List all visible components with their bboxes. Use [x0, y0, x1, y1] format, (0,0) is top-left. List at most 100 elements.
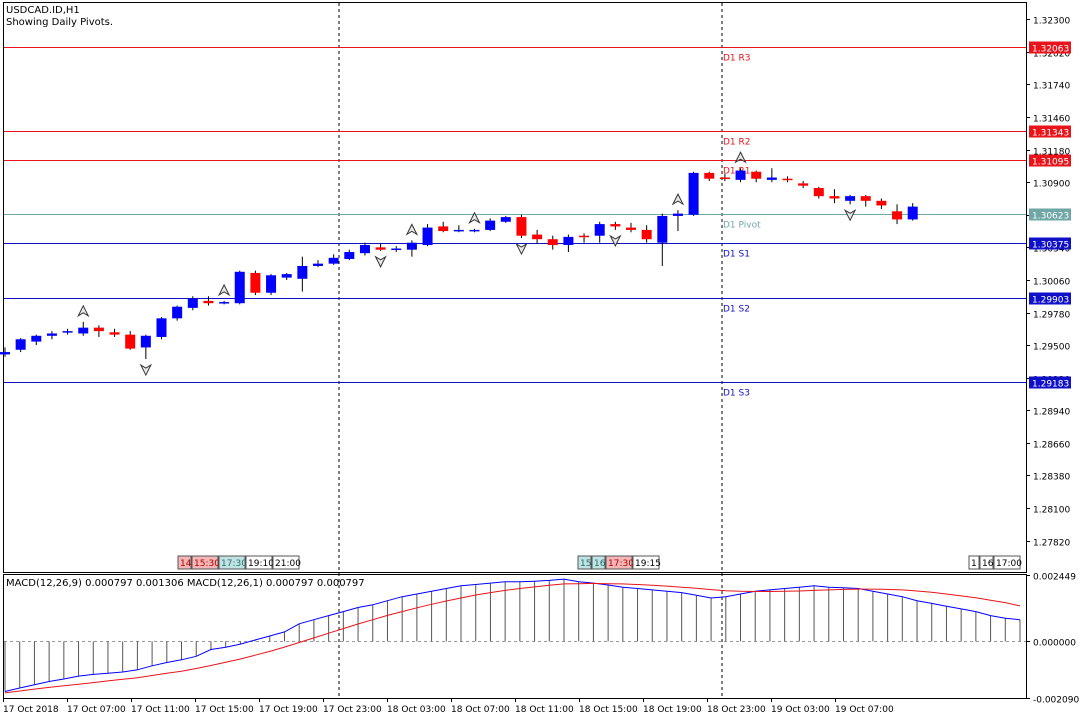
time-marker-group: 15: 16: 17:30 19:15 — [577, 555, 661, 570]
candle — [187, 296, 198, 311]
fractal-down-icon — [515, 242, 528, 256]
time-marker-label: 17:30 — [608, 559, 634, 569]
candle — [751, 170, 762, 183]
candle — [579, 233, 590, 243]
svg-text:1.30375: 1.30375 — [1032, 241, 1069, 251]
fractal-up-icon — [405, 223, 419, 236]
time-marker-label: 16: — [982, 559, 996, 569]
pivot-price-tag: 1.31095 — [1029, 154, 1071, 168]
candle — [735, 168, 746, 183]
candle — [594, 221, 605, 243]
candle — [860, 194, 871, 207]
candle — [782, 176, 793, 183]
candle — [641, 225, 652, 243]
price-tick-label: 1.28380 — [1033, 473, 1070, 483]
candle — [140, 334, 151, 360]
candle — [626, 222, 636, 233]
time-tick-label: 18 Oct 11:00 — [515, 705, 574, 715]
candle — [125, 331, 136, 350]
candle — [563, 234, 574, 253]
time-tick-label: 17 Oct 23:00 — [323, 705, 382, 715]
time-tick-label: 19 Oct 07:00 — [835, 705, 894, 715]
candle — [391, 246, 402, 253]
price-tick-label: 1.28940 — [1033, 408, 1070, 418]
time-marker-box — [591, 555, 606, 570]
candle — [610, 221, 621, 230]
time-marker-label: 19:15 — [635, 559, 661, 569]
candle — [516, 214, 527, 239]
candle — [406, 240, 417, 257]
candle — [46, 331, 57, 340]
symbol-label: USDCAD.ID,H1 — [6, 5, 80, 16]
candle — [438, 221, 449, 233]
price-tick-label: 1.30900 — [1033, 180, 1070, 190]
price-tick-label: 1.28660 — [1033, 441, 1070, 451]
time-tick-label: 17 Oct 11:00 — [131, 705, 190, 715]
candle — [156, 317, 167, 340]
candle — [704, 171, 715, 182]
time-marker-label: 16: — [594, 559, 608, 569]
time-marker-box — [605, 555, 633, 570]
macd-indicator-label: MACD(12,26,9) 0.000797 0.001306 MACD(12,… — [6, 578, 365, 589]
time-marker-box — [577, 555, 592, 570]
candle — [500, 215, 511, 223]
macd-tick-label: 0.002449 — [1033, 573, 1076, 583]
candle — [313, 260, 323, 268]
time-marker-group: 14: 15:30 17:30 19:10 21:00 — [177, 555, 301, 570]
macd-series-line-signal — [4, 582, 1021, 694]
candle — [907, 203, 918, 221]
time-marker-box — [218, 555, 246, 570]
svg-text:1.31343: 1.31343 — [1032, 129, 1069, 139]
candle — [422, 224, 433, 247]
candle — [328, 254, 339, 265]
candle — [281, 272, 292, 280]
time-marker-label: 15:30 — [194, 559, 220, 569]
candle — [829, 189, 840, 204]
fractal-down-icon — [609, 234, 622, 248]
time-marker-label: 17:00 — [996, 559, 1022, 569]
price-tick-label: 1.29500 — [1033, 343, 1070, 353]
pivot-price-tag: 1.29183 — [1029, 376, 1071, 390]
price-tick-label: 1.29780 — [1033, 311, 1070, 321]
time-axis: 17 Oct 2018 17 Oct 07:00 17 Oct 11:00 17 Oc… — [3, 698, 894, 715]
candle — [93, 325, 104, 337]
time-marker-group: 1 16: 17:00 — [968, 555, 1022, 570]
time-marker-box — [979, 555, 994, 570]
candle — [344, 249, 355, 261]
candle — [78, 321, 89, 336]
time-tick-label: 18 Oct 07:00 — [451, 705, 510, 715]
svg-text:1.29903: 1.29903 — [1032, 296, 1069, 306]
pivots-subtitle: Showing Daily Pivots. — [6, 17, 113, 28]
candle — [845, 194, 856, 205]
price-axis: 1.32300 1.32020 1.31740 1.31460 1.31180 1.309… — [1026, 17, 1079, 706]
price-tick-label: 1.27820 — [1033, 539, 1070, 549]
candle — [813, 186, 824, 199]
macd-tick-label: 0.000000 — [1033, 639, 1076, 649]
time-marker-box — [245, 555, 273, 570]
time-tick-label: 18 Oct 15:00 — [579, 705, 638, 715]
time-marker-box — [177, 555, 192, 570]
time-tick-label: 17 Oct 19:00 — [259, 705, 318, 715]
candle — [203, 296, 214, 306]
candle — [0, 347, 10, 357]
candle — [657, 213, 668, 266]
candle — [532, 229, 543, 244]
fractal-down-icon — [374, 255, 387, 268]
candle — [250, 270, 261, 296]
svg-text:1.31095: 1.31095 — [1032, 158, 1069, 168]
price-tick-label: 1.31740 — [1033, 82, 1070, 92]
candle — [892, 204, 903, 225]
candle — [485, 218, 496, 232]
time-tick-label: 17 Oct 07:00 — [67, 705, 126, 715]
candle — [469, 228, 480, 233]
price-plot-frame — [3, 2, 1027, 573]
candle — [297, 256, 308, 292]
time-tick-label: 18 Oct 19:00 — [643, 705, 702, 715]
fractal-up-icon — [671, 193, 685, 206]
price-tick-label: 1.30060 — [1033, 278, 1070, 288]
price-tick-label: 1.32300 — [1033, 17, 1070, 27]
fractal-up-icon — [217, 283, 231, 297]
pivot-price-tag: 1.29903 — [1029, 292, 1071, 306]
